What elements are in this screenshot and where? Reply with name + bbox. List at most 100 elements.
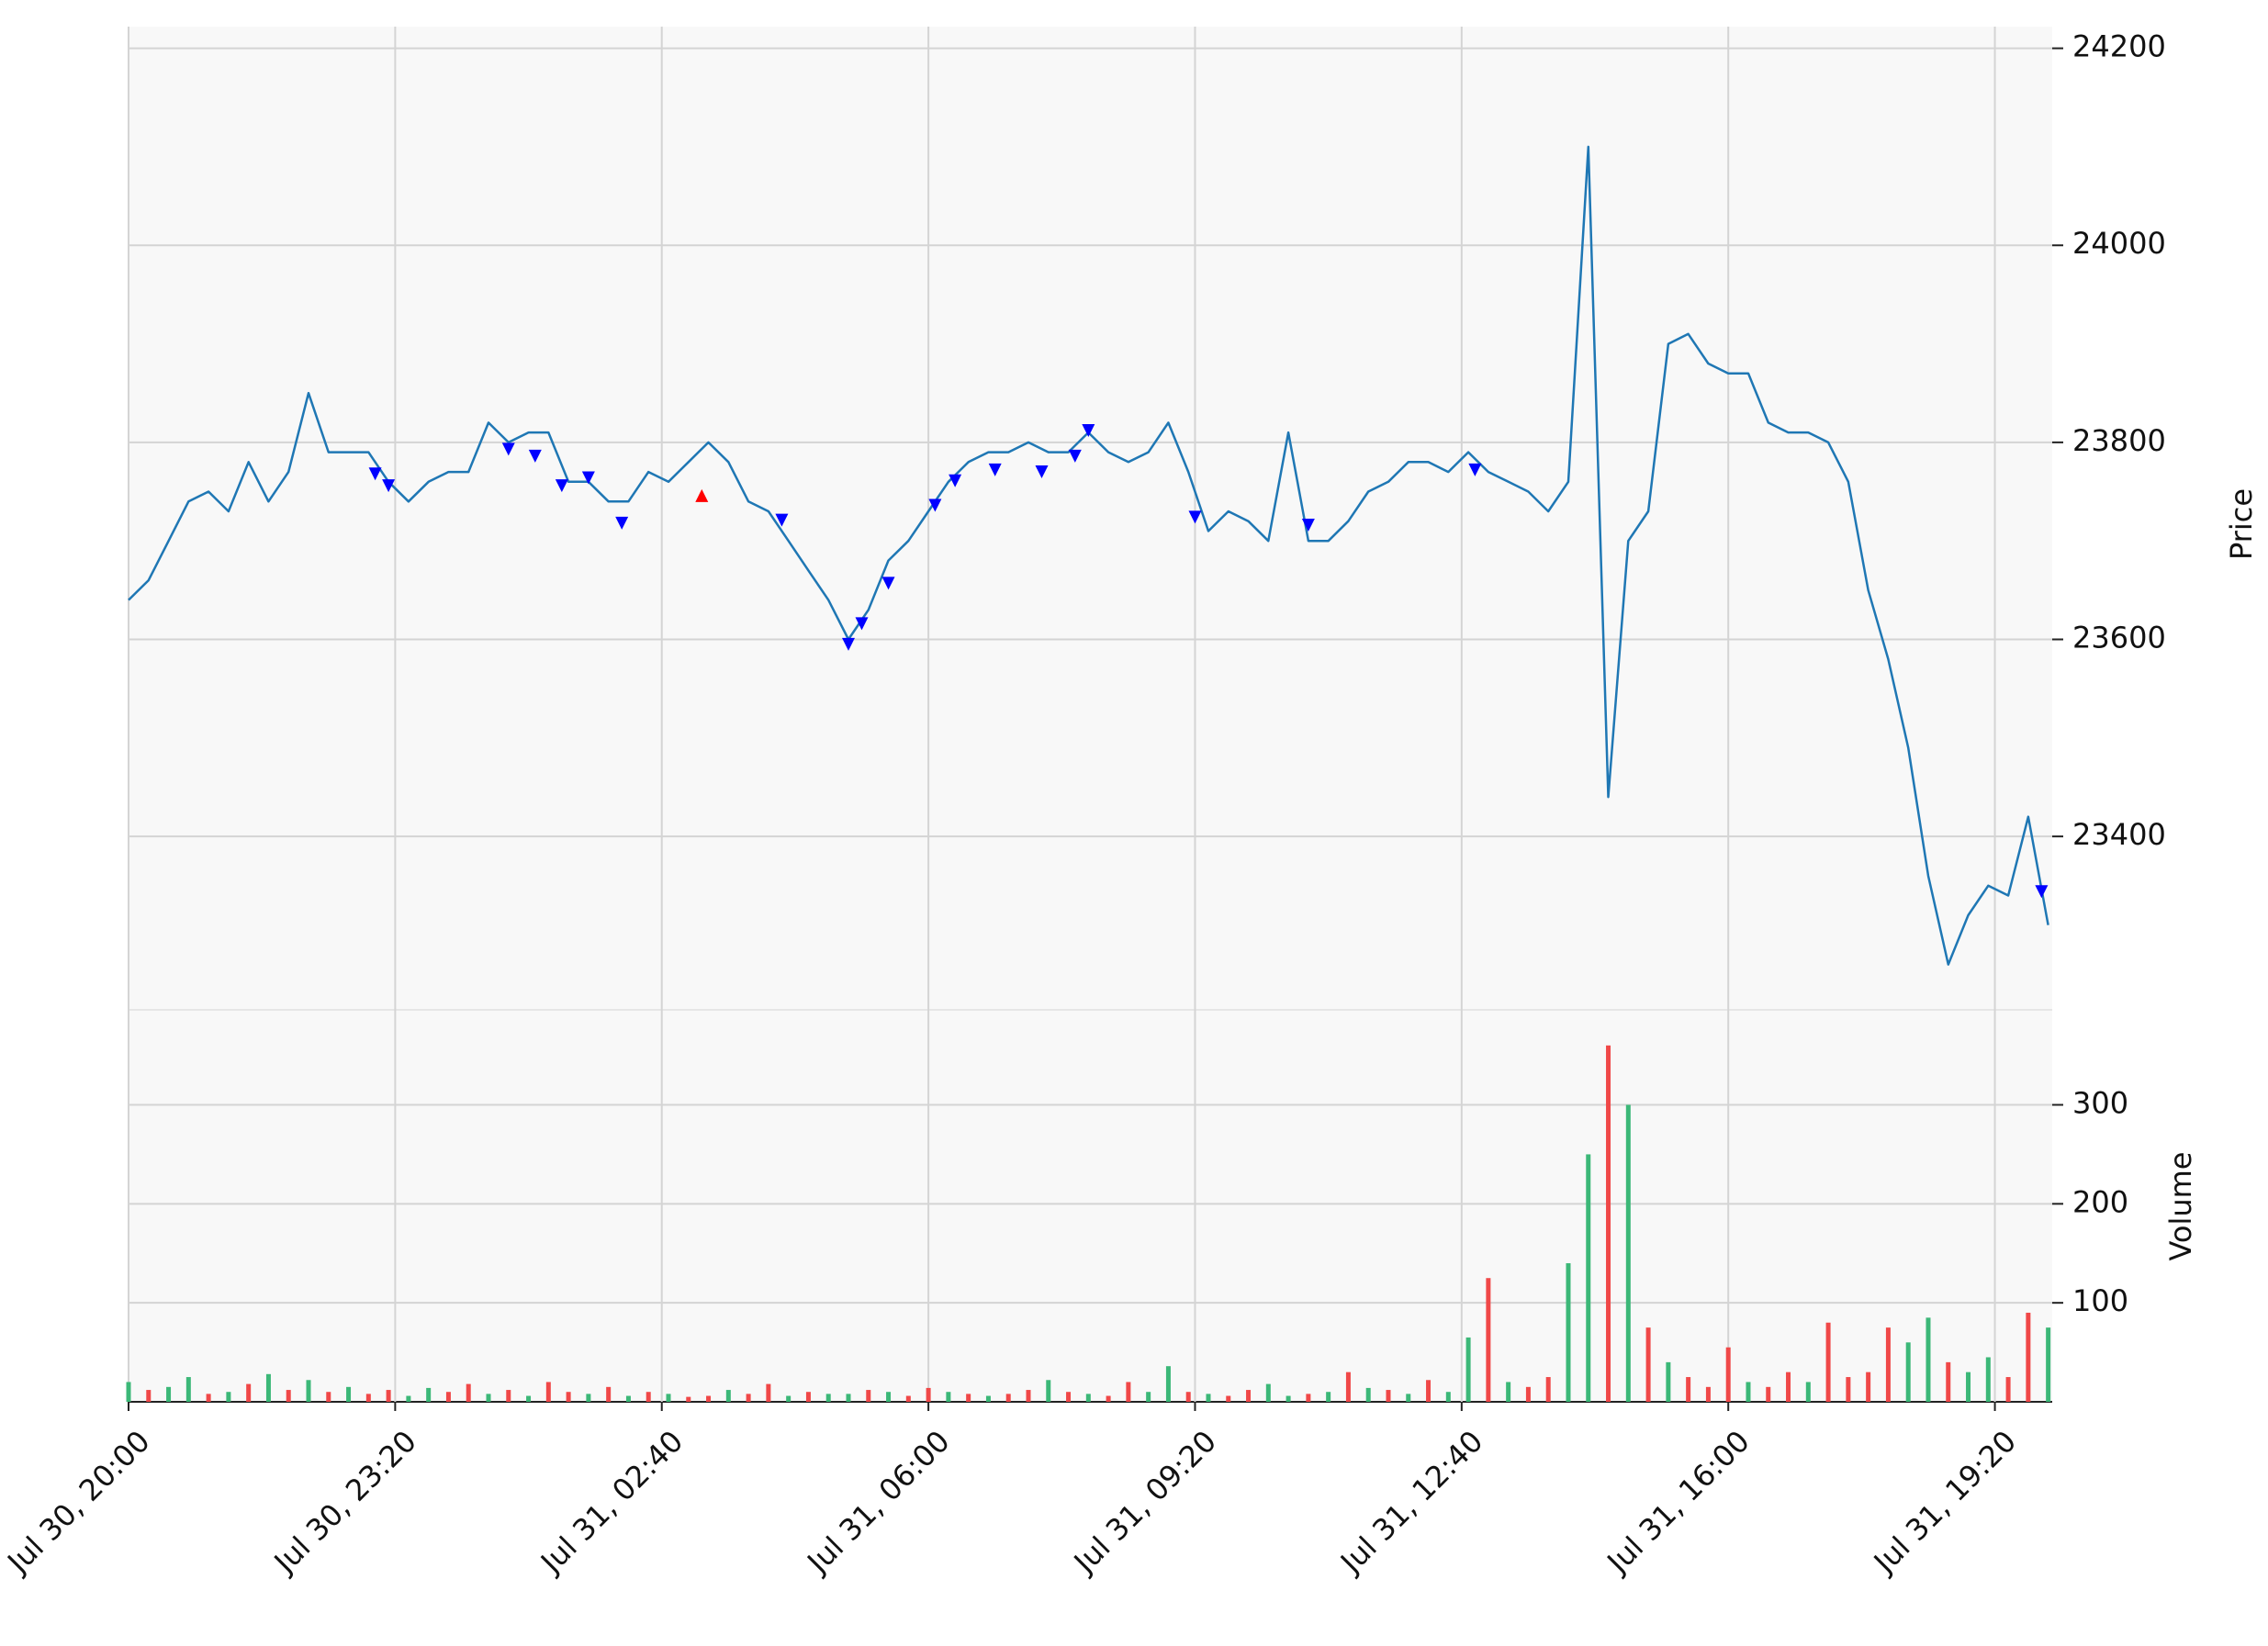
volume-bar	[1966, 1372, 1971, 1402]
volume-bar	[365, 1394, 371, 1402]
volume-bar	[1365, 1387, 1371, 1402]
volume-bar	[946, 1392, 951, 1402]
signal-marker	[615, 516, 629, 530]
volume-bar	[1766, 1386, 1771, 1402]
volume-tick-label: 300	[2072, 1086, 2128, 1121]
volume-bar	[1246, 1390, 1252, 1402]
volume-tick-label: 200	[2072, 1184, 2128, 1219]
volume-bar	[1985, 1357, 1991, 1402]
volume-bar	[326, 1392, 331, 1402]
volume-bar	[1725, 1347, 1731, 1402]
signal-marker	[881, 577, 895, 590]
volume-bar	[445, 1392, 451, 1402]
signal-marker	[855, 617, 869, 631]
volume-bar	[1926, 1317, 1931, 1402]
signal-marker	[1468, 463, 1482, 476]
volume-bar	[1146, 1392, 1151, 1402]
volume-bar	[1885, 1327, 1891, 1402]
volume-bar	[1486, 1278, 1491, 1402]
volume-bar	[1686, 1377, 1691, 1402]
volume-bar	[1005, 1394, 1011, 1402]
volume-bar	[1746, 1382, 1751, 1402]
signal-marker	[382, 479, 396, 493]
volume-bar	[1805, 1382, 1811, 1402]
volume-bar	[825, 1394, 831, 1402]
volume-bar	[1506, 1382, 1511, 1402]
volume-bar	[1345, 1372, 1351, 1402]
volume-bar	[2026, 1312, 2031, 1402]
volume-bar	[1606, 1045, 1611, 1402]
signal-marker	[949, 474, 962, 487]
volume-bar	[466, 1383, 471, 1402]
volume-bar	[185, 1377, 191, 1402]
volume-bar	[1386, 1390, 1391, 1402]
volume-bar	[686, 1396, 691, 1402]
volume-bar	[1406, 1394, 1411, 1402]
volume-bar	[1445, 1392, 1451, 1402]
y-tick-label: 23600	[2072, 620, 2166, 655]
volume-bar	[406, 1395, 411, 1402]
x-tick-label: Jul 30, 23:20	[266, 1424, 423, 1581]
volume-bar	[1066, 1392, 1072, 1402]
volume-bar	[1905, 1342, 1911, 1402]
volume-bar	[1306, 1394, 1311, 1402]
volume-bar	[746, 1394, 751, 1402]
volume-bar	[1586, 1154, 1591, 1402]
signal-marker	[775, 513, 789, 527]
signal-marker	[501, 442, 515, 456]
volume-bar	[426, 1387, 432, 1402]
x-tick-label: Jul 31, 12:40	[1332, 1424, 1489, 1581]
x-tick-label: Jul 31, 16:00	[1600, 1424, 1757, 1581]
volume-bar	[246, 1383, 252, 1402]
volume-bar	[1106, 1395, 1111, 1402]
volume-bar	[606, 1386, 612, 1402]
volume-bar	[1786, 1372, 1791, 1402]
volume-axis-label: Volume	[2163, 1151, 2198, 1260]
volume-bar	[346, 1386, 352, 1402]
volume-bar	[985, 1395, 991, 1402]
volume-bar	[1705, 1386, 1711, 1402]
signal-marker	[1082, 423, 1095, 437]
volume-bar	[766, 1383, 771, 1402]
volume-bar	[1206, 1394, 1211, 1402]
volume-bar	[1226, 1395, 1231, 1402]
volume-bar	[1126, 1382, 1131, 1402]
volume-bar	[146, 1390, 152, 1402]
volume-bar	[926, 1387, 931, 1402]
volume-tick-label: 100	[2072, 1283, 2128, 1318]
volume-bar	[1846, 1377, 1851, 1402]
x-tick-label: Jul 31, 09:20	[1066, 1424, 1223, 1581]
volume-bar	[1185, 1392, 1191, 1402]
volume-bar	[126, 1382, 131, 1402]
volume-bar	[166, 1386, 172, 1402]
signal-marker	[928, 498, 942, 512]
volume-bar	[1165, 1366, 1171, 1402]
signal-marker	[2035, 885, 2049, 899]
y-tick-label: 23400	[2072, 817, 2166, 852]
volume-bar	[226, 1392, 231, 1402]
volume-bar	[1545, 1377, 1551, 1402]
volume-bar	[966, 1394, 971, 1402]
volume-bar	[725, 1390, 731, 1402]
signal-marker	[528, 449, 542, 463]
volume-bar	[1426, 1380, 1432, 1402]
volume-bar	[1566, 1263, 1571, 1402]
volume-bar	[526, 1395, 532, 1402]
volume-bar	[1946, 1361, 1951, 1402]
volume-bar	[586, 1394, 591, 1402]
volume-bar	[866, 1390, 871, 1402]
y-tick-label: 23800	[2072, 423, 2166, 458]
volume-bar	[306, 1380, 311, 1402]
volume-bar	[545, 1382, 551, 1402]
y-tick-label: 24000	[2072, 226, 2166, 261]
volume-bar	[566, 1392, 571, 1402]
volume-bar	[1286, 1395, 1291, 1402]
plot-background	[129, 27, 2052, 1402]
volume-bar	[1666, 1361, 1671, 1402]
volume-bar	[1465, 1337, 1471, 1402]
volume-bar	[486, 1394, 491, 1402]
volume-bar	[706, 1395, 712, 1402]
volume-bar	[206, 1394, 211, 1402]
